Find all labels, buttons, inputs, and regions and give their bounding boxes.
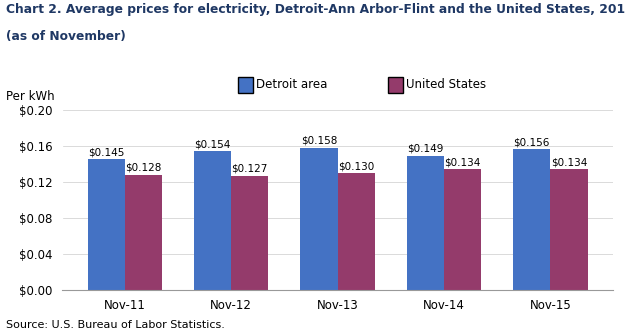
Text: $0.154: $0.154 xyxy=(194,140,231,150)
Text: Source: U.S. Bureau of Labor Statistics.: Source: U.S. Bureau of Labor Statistics. xyxy=(6,320,225,330)
Text: $0.158: $0.158 xyxy=(301,136,337,146)
Text: Per kWh: Per kWh xyxy=(6,90,55,103)
Text: $0.128: $0.128 xyxy=(125,163,161,173)
Bar xyxy=(194,151,231,290)
Text: $0.134: $0.134 xyxy=(444,158,481,167)
Text: $0.134: $0.134 xyxy=(551,158,587,167)
Bar xyxy=(444,169,481,290)
Bar xyxy=(231,175,268,290)
Text: (as of November): (as of November) xyxy=(6,30,126,43)
Text: Chart 2. Average prices for electricity, Detroit-Ann Arbor-Flint and the United : Chart 2. Average prices for electricity,… xyxy=(6,3,625,16)
Text: $0.149: $0.149 xyxy=(407,144,444,154)
Bar xyxy=(125,174,162,290)
Bar xyxy=(513,150,550,290)
Bar xyxy=(300,148,338,290)
Bar xyxy=(550,169,588,290)
Text: $0.130: $0.130 xyxy=(338,161,374,171)
Bar xyxy=(88,159,125,290)
Text: United States: United States xyxy=(406,78,486,92)
Text: $0.127: $0.127 xyxy=(231,164,268,174)
Text: $0.156: $0.156 xyxy=(514,138,550,148)
Text: Detroit area: Detroit area xyxy=(256,78,328,92)
Bar xyxy=(338,173,375,290)
Bar xyxy=(407,156,444,290)
Text: $0.145: $0.145 xyxy=(88,148,124,158)
